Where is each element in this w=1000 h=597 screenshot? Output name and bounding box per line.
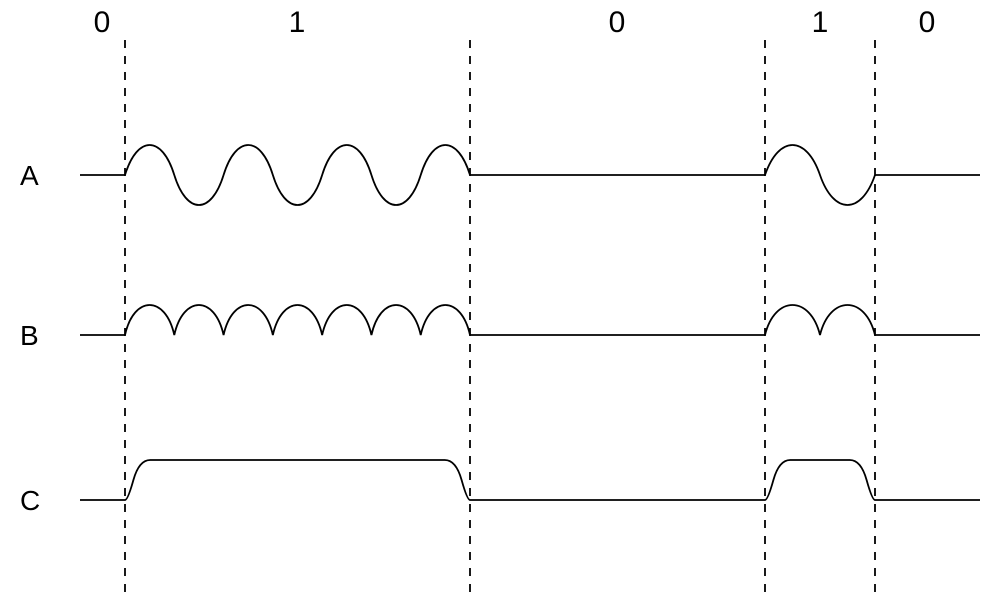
row-label-a: A	[20, 160, 39, 192]
bit-label-4: 0	[919, 6, 936, 40]
signal-a-burst-1	[125, 145, 470, 205]
bit-label-2: 0	[609, 6, 626, 40]
signal-c-pulse-1	[125, 460, 470, 500]
signal-b-burst-2	[765, 305, 875, 335]
row-label-b: B	[20, 320, 39, 352]
signal-c-pulse-2	[765, 460, 875, 500]
signal-a-burst-2	[765, 145, 875, 205]
signal-b-burst-1	[125, 305, 470, 335]
row-label-c: C	[20, 485, 40, 517]
bit-label-1: 1	[289, 6, 306, 40]
bit-label-0: 0	[94, 6, 111, 40]
bit-label-3: 1	[812, 6, 829, 40]
